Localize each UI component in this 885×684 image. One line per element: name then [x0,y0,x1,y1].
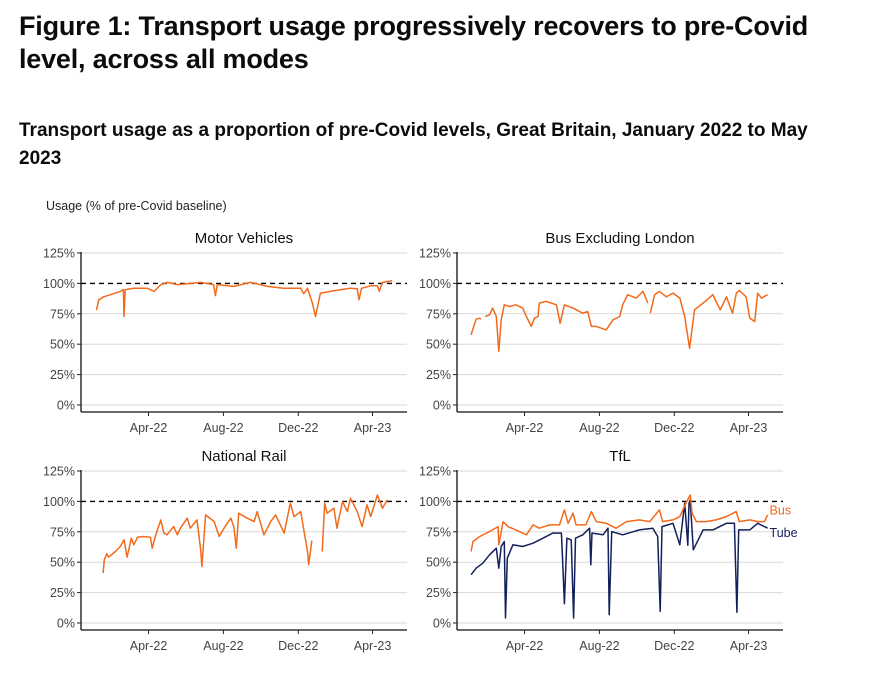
y-tick-label: 25% [50,586,75,600]
x-tick-label: Dec-22 [654,421,694,435]
y-tick-label: 0% [57,399,75,413]
panel-bus-excluding-london: Bus Excluding London 0% 25% 50% 75% 100% 125% A… [419,230,783,435]
x-tick-label: Apr-22 [506,421,544,435]
y-tick-label: 100% [419,277,451,291]
y-tick-label: 25% [426,368,451,382]
panel-title: Bus Excluding London [545,230,694,247]
panel-title: National Rail [201,448,286,465]
x-tick-label: Apr-22 [130,421,168,435]
panel-national-rail: National Rail 0% 25% 50% 75% 100% 125% Apr-22 Au… [43,448,407,653]
panel-motor-vehicles: Motor Vehicles 0% 25% 50% 75% 100% 125% Apr-22 A… [43,230,407,435]
y-tick-label: 100% [419,495,451,509]
y-tick-label: 25% [426,586,451,600]
y-tick-label: 75% [426,525,451,539]
y-axis-label: Usage (% of pre-Covid baseline) [46,199,227,213]
series-label-tube: Tube [770,526,798,540]
x-tick-label: Aug-22 [203,421,243,435]
figure-title: Figure 1: Transport usage progressively … [19,11,809,74]
x-tick-label: Aug-22 [203,639,243,653]
y-tick-label: 50% [426,338,451,352]
x-tick-label: Aug-22 [579,421,619,435]
x-tick-label: Apr-23 [354,639,392,653]
y-tick-label: 75% [426,307,451,321]
y-tick-label: 0% [57,617,75,631]
x-tick-label: Aug-22 [579,639,619,653]
panel-title: TfL [609,448,631,465]
x-tick-label: Apr-22 [130,639,168,653]
y-tick-label: 50% [50,338,75,352]
series-label-bus: Bus [770,503,792,517]
y-tick-label: 0% [433,617,451,631]
panel-title: Motor Vehicles [195,230,293,247]
y-tick-label: 125% [43,465,75,479]
series-line-national-rail [102,494,388,574]
x-tick-label: Apr-23 [730,639,768,653]
x-tick-label: Dec-22 [278,421,318,435]
series-line-motor-vehicles [95,279,393,318]
x-tick-label: Apr-23 [730,421,768,435]
series-line-bus [470,494,769,552]
y-tick-label: 75% [50,525,75,539]
y-tick-label: 100% [43,277,75,291]
series-line-tube [470,499,768,619]
y-tick-label: 125% [419,465,451,479]
y-tick-label: 50% [50,556,75,570]
x-tick-label: Apr-23 [354,421,392,435]
x-tick-label: Dec-22 [654,639,694,653]
y-tick-label: 25% [50,368,75,382]
y-tick-label: 125% [419,247,451,261]
x-tick-label: Dec-22 [278,639,318,653]
x-tick-label: Apr-22 [506,639,544,653]
y-tick-label: 50% [426,556,451,570]
panel-tfl: TfL 0% 25% 50% 75% 100% 125% Apr-22 Aug-22 Dec-22… [419,448,798,653]
series-line-bus-excluding-london [470,289,768,353]
figure-subtitle: Transport usage as a proportion of pre-C… [19,120,808,169]
y-tick-label: 0% [433,399,451,413]
y-tick-label: 100% [43,495,75,509]
y-tick-label: 125% [43,247,75,261]
y-tick-label: 75% [50,307,75,321]
